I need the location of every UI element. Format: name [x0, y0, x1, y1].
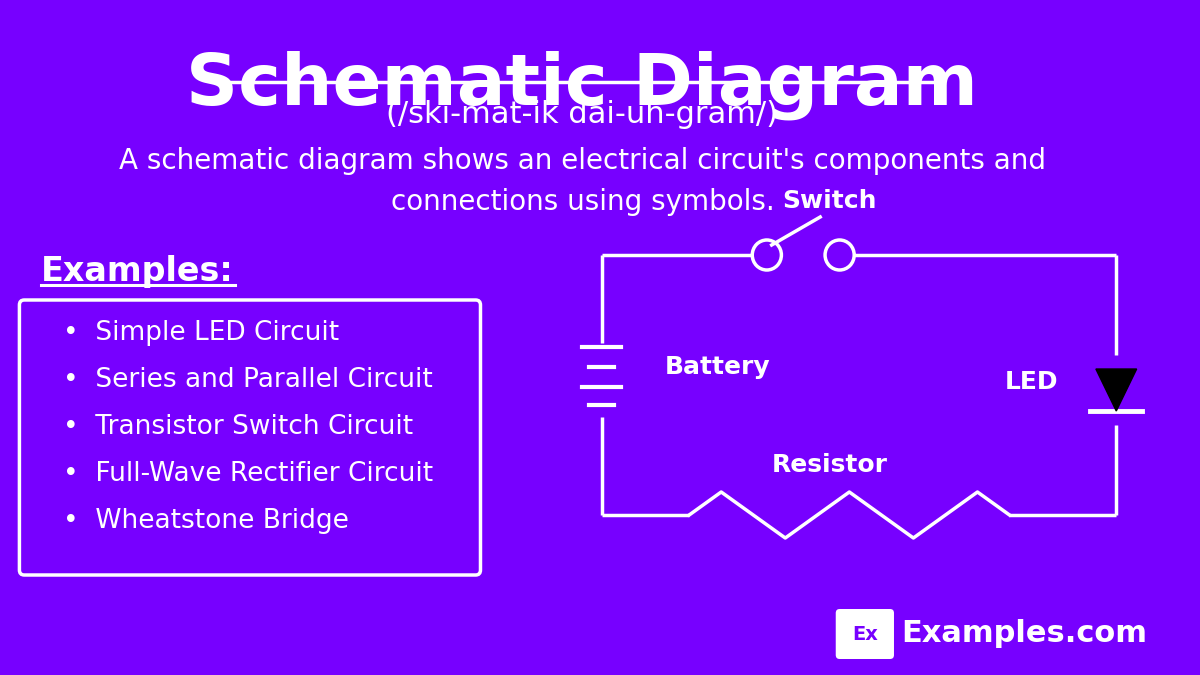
Text: Examples:: Examples:	[41, 255, 234, 288]
Text: •  Series and Parallel Circuit: • Series and Parallel Circuit	[64, 367, 433, 393]
Text: Schematic Diagram: Schematic Diagram	[186, 50, 978, 119]
Text: A schematic diagram shows an electrical circuit's components and
connections usi: A schematic diagram shows an electrical …	[119, 147, 1046, 216]
Text: LED: LED	[1004, 370, 1058, 394]
Text: Switch: Switch	[782, 189, 877, 213]
Text: Ex: Ex	[852, 624, 878, 643]
Text: •  Full-Wave Rectifier Circuit: • Full-Wave Rectifier Circuit	[64, 461, 433, 487]
Text: Battery: Battery	[665, 355, 770, 379]
Text: (/ski-mat-ik dai-uh-gram/): (/ski-mat-ik dai-uh-gram/)	[386, 100, 779, 129]
Text: •  Wheatstone Bridge: • Wheatstone Bridge	[64, 508, 349, 534]
Polygon shape	[1096, 369, 1136, 411]
Text: •  Simple LED Circuit: • Simple LED Circuit	[64, 320, 340, 346]
Text: •  Transistor Switch Circuit: • Transistor Switch Circuit	[64, 414, 413, 440]
Text: Resistor: Resistor	[772, 453, 888, 477]
Text: Examples.com: Examples.com	[901, 620, 1147, 649]
FancyBboxPatch shape	[835, 609, 894, 659]
